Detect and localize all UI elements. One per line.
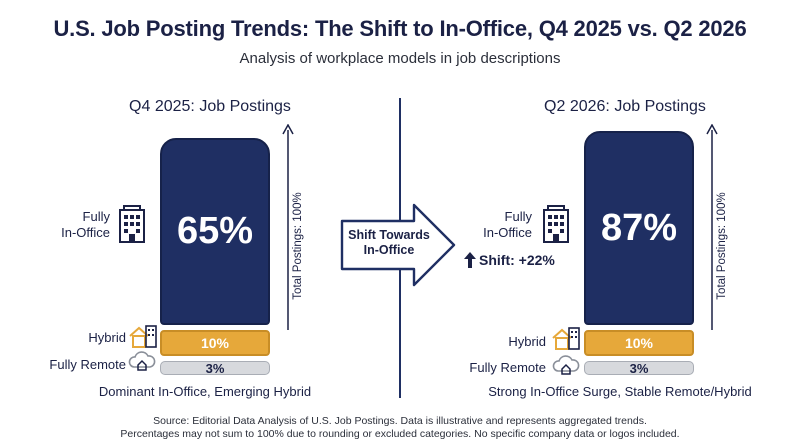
panel-title-q2-2026: Q2 2026: Job Postings	[544, 98, 706, 115]
bar-remote-q2-2026: 3%	[584, 361, 694, 376]
category-label-remote: Fully Remote	[49, 357, 126, 372]
axis-arrow-q2-2026	[706, 124, 718, 330]
category-label-in-office-q2: Fully In-Office	[483, 209, 532, 240]
category-label-remote-q2: Fully Remote	[469, 360, 546, 375]
panel-title-q4-2025: Q4 2025: Job Postings	[129, 98, 291, 115]
bar-remote-q4-2025: 3%	[160, 361, 270, 376]
category-label-hybrid-q2: Hybrid	[508, 334, 546, 349]
bar-in-office-q2-2026: 87%	[584, 131, 694, 325]
footer-note: Percentages may not sum to 100% due to r…	[120, 428, 680, 440]
house-building-icon	[128, 322, 158, 355]
category-label-hybrid: Hybrid	[88, 330, 126, 345]
footer-source: Source: Editorial Data Analysis of U.S. …	[153, 415, 647, 427]
office-building-icon	[114, 202, 150, 249]
axis-label-q4-2025: Total Postings: 100%	[292, 192, 304, 300]
chart-title: U.S. Job Posting Trends: The Shift to In…	[53, 16, 747, 41]
shift-badge: Shift: +22%	[479, 252, 555, 268]
bar-hybrid-q2-2026: 10%	[584, 330, 694, 356]
chart-subtitle: Analysis of workplace models in job desc…	[239, 50, 561, 67]
caption-q4-2025: Dominant In-Office, Emerging Hybrid	[98, 384, 312, 399]
stack-q4-2025: 65% 10% 3%	[160, 131, 270, 376]
axis-label-q2-2026: Total Postings: 100%	[716, 192, 728, 300]
cloud-house-icon	[128, 350, 156, 379]
bar-hybrid-q4-2025: 10%	[160, 330, 270, 356]
office-building-icon	[538, 202, 574, 249]
caption-q2-2026: Strong In-Office Surge, Stable Remote/Hy…	[488, 384, 752, 399]
cloud-house-icon	[552, 354, 580, 383]
up-arrow-icon	[463, 251, 477, 274]
category-label-in-office: Fully In-Office	[61, 209, 110, 240]
shift-arrow-icon	[340, 203, 456, 287]
stack-q2-2026: 87% 10% 3%	[584, 131, 694, 376]
shift-arrow-label: Shift Towards In-Office	[348, 228, 430, 257]
house-building-icon	[551, 324, 581, 357]
axis-arrow-q4-2025	[282, 124, 294, 330]
bar-in-office-q4-2025: 65%	[160, 138, 270, 325]
